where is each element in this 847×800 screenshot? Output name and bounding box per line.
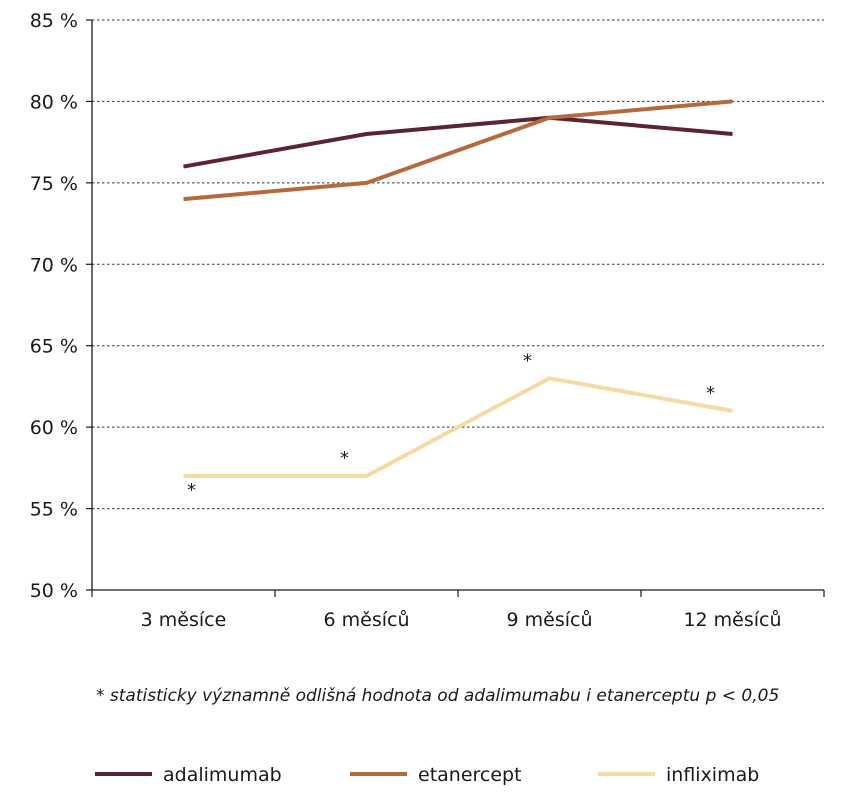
y-axis-tick-labels: 50 % 55 % 60 % 65 % 70 % 75 % 80 % 85 % <box>30 10 92 602</box>
series-line-etanercept <box>183 99 733 202</box>
legend-item-adalimumab: adalimumab <box>95 764 282 786</box>
x-axis-ticks: 3 měsíce 6 měsíců 9 měsíců 12 měsíců <box>91 590 825 631</box>
y-tick-label: 85 % <box>30 10 78 32</box>
x-tick-label: 3 měsíce <box>141 609 227 631</box>
grid-lines <box>92 19 824 510</box>
legend-item-infliximab: infliximab <box>598 764 759 786</box>
y-tick-label: 80 % <box>30 91 78 113</box>
footnote: * statisticky významně odlišná hodnota o… <box>96 686 779 706</box>
legend: adalimumab etanercept infliximab <box>95 764 759 786</box>
data-series <box>183 99 733 478</box>
y-tick-label: 75 % <box>30 173 78 195</box>
legend-label: etanercept <box>418 764 522 786</box>
significance-asterisk: * <box>523 350 532 371</box>
y-tick-label: 70 % <box>30 254 78 276</box>
y-tick-label: 55 % <box>30 499 78 521</box>
y-tick-label: 65 % <box>30 336 78 358</box>
significance-markers: * * * * <box>187 350 715 501</box>
x-tick-label: 12 měsíců <box>683 609 781 631</box>
significance-asterisk: * <box>187 480 196 501</box>
significance-asterisk: * <box>706 383 715 404</box>
x-tick-label: 9 měsíců <box>507 609 593 631</box>
x-tick-label: 6 měsíců <box>324 609 410 631</box>
legend-item-etanercept: etanercept <box>350 764 522 786</box>
y-tick-label: 60 % <box>30 417 78 439</box>
legend-label: infliximab <box>666 764 759 786</box>
legend-label: adalimumab <box>163 764 282 786</box>
series-line-infliximab <box>183 376 733 478</box>
y-tick-label: 50 % <box>30 580 78 602</box>
series-line-adalimumab <box>183 115 733 169</box>
significance-asterisk: * <box>340 448 349 469</box>
